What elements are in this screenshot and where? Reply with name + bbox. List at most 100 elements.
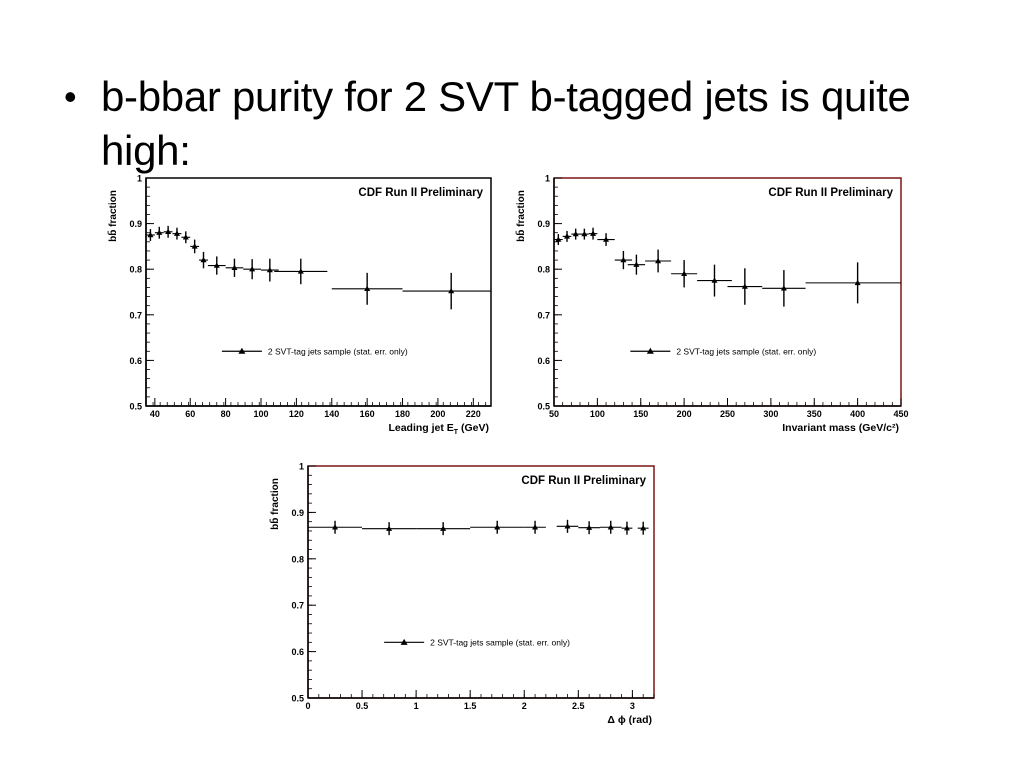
x-tick-label: 0: [305, 701, 310, 711]
data-point: [681, 270, 688, 276]
y-tick-label: 0.9: [129, 219, 142, 229]
data-point: [586, 524, 593, 530]
plot-title: CDF Run II Preliminary: [521, 475, 646, 487]
x-tick-label: 1.5: [464, 701, 477, 711]
x-tick-label: 450: [893, 409, 908, 419]
data-point: [182, 234, 189, 240]
x-tick-label: 1: [414, 701, 419, 711]
x-tick-label: 150: [633, 409, 648, 419]
plot-title: CDF Run II Preliminary: [358, 187, 483, 199]
bullet-marker: •: [64, 76, 77, 117]
data-point: [332, 524, 339, 530]
y-tick-label: 0.8: [129, 265, 142, 275]
data-point: [200, 256, 207, 263]
x-tick-label: 160: [360, 409, 375, 419]
data-point: [555, 236, 562, 242]
data-point: [364, 285, 371, 292]
y-tick-label: 0.9: [291, 508, 304, 518]
data-point: [564, 523, 571, 529]
data-point: [607, 524, 614, 530]
y-tick-label: 1: [545, 174, 550, 184]
data-point: [386, 525, 393, 531]
data-point: [147, 231, 154, 238]
data-point: [603, 236, 610, 242]
y-tick-label: 0.8: [537, 265, 550, 275]
x-tick-label: 300: [763, 409, 778, 419]
x-tick-label: 0.5: [356, 701, 369, 711]
x-tick-label: 200: [677, 409, 692, 419]
x-tick-label: 80: [221, 409, 231, 419]
y-tick-label: 0.7: [291, 601, 304, 611]
data-point: [640, 524, 647, 531]
x-tick-label: 100: [590, 409, 605, 419]
data-point: [231, 264, 238, 271]
y-axis-label: bb̄ fraction: [269, 478, 281, 530]
data-point: [581, 230, 588, 237]
legend-marker: [646, 347, 654, 354]
plot-frame: [553, 177, 902, 407]
data-point: [156, 229, 163, 235]
data-point: [191, 243, 198, 249]
x-tick-label: 220: [466, 409, 481, 419]
data-point: [623, 524, 630, 531]
y-tick-label: 0.6: [291, 647, 304, 657]
x-tick-label: 100: [253, 409, 268, 419]
y-tick-label: 0.5: [537, 402, 550, 412]
data-point: [854, 279, 861, 286]
y-tick-label: 0.6: [537, 356, 550, 366]
legend-marker: [238, 347, 246, 354]
data-point: [165, 228, 172, 235]
x-tick-label: 3: [630, 701, 635, 711]
legend-text: 2 SVT-tag jets sample (stat. err. only): [676, 346, 816, 356]
data-point: [266, 266, 273, 273]
x-tick-label: 400: [850, 409, 865, 419]
plot-title: CDF Run II Preliminary: [768, 187, 893, 199]
plot-frame: [307, 465, 655, 699]
y-tick-label: 0.5: [129, 402, 142, 412]
y-tick-label: 1: [137, 174, 142, 184]
x-tick-label: 50: [549, 409, 559, 419]
legend-marker: [400, 638, 408, 645]
y-tick-label: 0.7: [129, 310, 142, 320]
x-tick-label: 2: [522, 701, 527, 711]
y-tick-label: 0.5: [291, 694, 304, 704]
data-point: [213, 262, 220, 268]
data-point: [572, 230, 579, 237]
y-tick-label: 1: [299, 462, 304, 472]
x-tick-label: 140: [324, 409, 339, 419]
data-point: [564, 233, 571, 239]
x-tick-label: 2.5: [572, 701, 585, 711]
data-point: [711, 277, 718, 283]
data-point: [590, 230, 597, 236]
data-point: [655, 257, 662, 264]
data-point: [249, 266, 256, 272]
x-tick-label: 120: [289, 409, 304, 419]
bullet-block: • b-bbar purity for 2 SVT b-tagged jets …: [56, 70, 956, 178]
x-tick-label: 350: [807, 409, 822, 419]
data-point: [448, 287, 455, 294]
legend-text: 2 SVT-tag jets sample (stat. err. only): [430, 637, 570, 647]
y-tick-label: 0.6: [129, 356, 142, 366]
data-point: [780, 285, 787, 291]
y-axis-label: bb̄ fraction: [107, 190, 119, 242]
y-tick-label: 0.7: [537, 310, 550, 320]
y-axis-label: bb̄ fraction: [515, 190, 527, 242]
data-point: [741, 283, 748, 289]
data-point: [620, 256, 627, 263]
y-tick-label: 0.8: [291, 554, 304, 564]
x-tick-label: 200: [430, 409, 445, 419]
x-axis-label: Δ ϕ (rad): [607, 714, 652, 726]
x-tick-label: 40: [150, 409, 160, 419]
data-point: [532, 524, 539, 530]
data-point: [494, 524, 501, 530]
x-axis-label: Invariant mass (GeV/c²): [782, 422, 899, 434]
y-tick-label: 0.9: [537, 219, 550, 229]
bullet-text: b-bbar purity for 2 SVT b-tagged jets is…: [101, 73, 911, 174]
data-point: [297, 268, 304, 274]
x-tick-label: 250: [720, 409, 735, 419]
legend-text: 2 SVT-tag jets sample (stat. err. only): [268, 346, 408, 356]
data-point: [173, 230, 180, 236]
